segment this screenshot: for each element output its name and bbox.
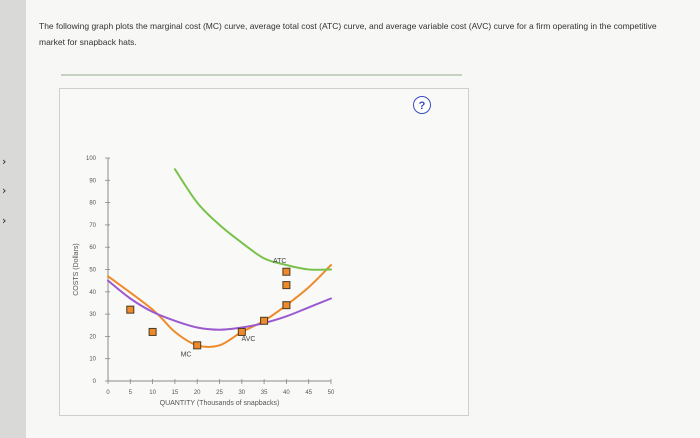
x-tick-label: 35 [261, 390, 268, 396]
x-tick-label: 45 [305, 390, 312, 396]
curve-mc [107, 264, 332, 349]
mc-point-marker [282, 281, 291, 290]
question-page: The following graph plots the marginal c… [26, 0, 700, 438]
y-tick-label: 30 [89, 312, 96, 318]
curve-atc [173, 168, 332, 271]
y-axis-title: COSTS (Dollars) [73, 243, 80, 296]
labels: MC ATC AVC [181, 258, 287, 359]
y-tick-label: 20 [89, 334, 96, 340]
left-window-strip: › › › [0, 0, 26, 438]
curve-label-avc: AVC [242, 336, 256, 343]
edge-chevron-icon: › [2, 155, 7, 168]
y-tick-label: 50 [89, 268, 96, 274]
help-icon[interactable]: ? [413, 96, 431, 114]
x-tick-label: 20 [194, 390, 201, 396]
mc-point-marker [282, 301, 291, 310]
x-tick-label: 15 [172, 390, 179, 396]
y-tick-label: 90 [89, 178, 96, 184]
x-tick-label: 40 [283, 390, 290, 396]
x-tick-label: 30 [238, 390, 245, 396]
mc-point-marker [193, 341, 202, 350]
mc-point-marker [126, 305, 135, 314]
curve-label-atc: ATC [273, 258, 286, 265]
edge-chevron-icon: › [2, 184, 7, 197]
y-tick-label: 70 [89, 223, 96, 229]
x-axis-title: QUANTITY (Thousands of snapbacks) [160, 400, 280, 407]
x-tick-label: 5 [129, 390, 133, 396]
x-tick-label: 25 [216, 390, 223, 396]
y-tick-label: 0 [93, 379, 97, 385]
divider [61, 74, 462, 76]
mc-point-marker [148, 327, 157, 336]
mc-point-marker [237, 327, 246, 336]
x-tick-label: 0 [106, 390, 110, 396]
markers [126, 267, 291, 350]
graph-panel [59, 88, 469, 416]
curve-avc [107, 279, 332, 331]
x-tick-label: 10 [149, 390, 156, 396]
curves [107, 168, 332, 349]
y-tick-label: 10 [89, 357, 96, 363]
y-tick-label: 80 [89, 201, 96, 207]
curve-label-mc: MC [181, 351, 192, 358]
mc-point-marker [282, 267, 291, 276]
y-tick-label: 100 [86, 156, 97, 162]
y-tick-label: 60 [89, 245, 96, 251]
y-tick-label: 40 [89, 290, 96, 296]
cost-curves-chart: 0 10 20 30 40 50 60 70 80 90 100 0 5 10 15 20 25 30 35 40 45… [73, 156, 335, 407]
edge-chevron-icon: › [2, 214, 7, 227]
x-tick-label: 50 [328, 390, 335, 396]
axes: 0 10 20 30 40 50 60 70 80 90 100 0 5 10 15 20 25 30 35 40 45… [73, 156, 335, 407]
mc-point-marker [260, 316, 269, 325]
question-text: The following graph plots the marginal c… [39, 21, 657, 47]
